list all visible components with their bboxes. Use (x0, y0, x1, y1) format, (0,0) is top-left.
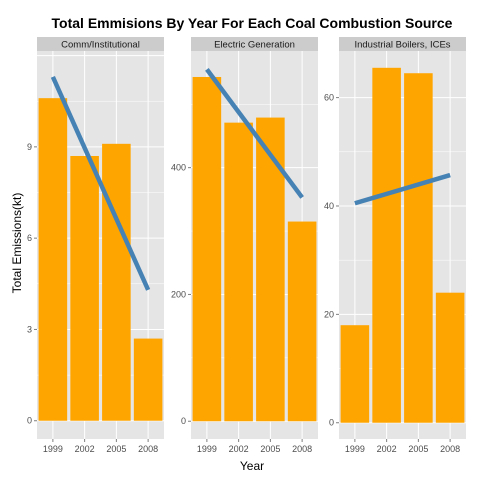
y-tick-label: 40 (324, 201, 334, 211)
x-tick-label: 2005 (106, 444, 126, 454)
y-tick-label: 0 (329, 418, 334, 428)
bar (192, 76, 222, 422)
trend-line (50, 75, 151, 291)
x-tick-label: 2002 (229, 444, 249, 454)
y-tick-label: 3 (27, 324, 32, 334)
y-axis-title: Total Emissions(kt) (10, 193, 24, 294)
x-tick-label: 2008 (292, 444, 312, 454)
y-tick-label: 200 (171, 289, 186, 299)
y-tick-label: 400 (171, 163, 186, 173)
bar (224, 122, 253, 422)
chart-title: Total Emmisions By Year For Each Coal Co… (52, 15, 453, 31)
facet-strip (339, 37, 466, 51)
y-tick-label: 0 (27, 416, 32, 426)
x-tick-label: 2008 (138, 444, 158, 454)
bar (404, 73, 433, 423)
facet-strip (191, 37, 318, 51)
facet-strip-label: Electric Generation (214, 40, 295, 51)
facet-strip (37, 37, 164, 51)
bar (372, 67, 401, 423)
facet-panel: Electric Generation 0 200 400 1999 2002 2005 20… (171, 37, 318, 454)
bar (70, 155, 99, 421)
bar (435, 292, 465, 423)
x-tick-label: 2005 (260, 444, 280, 454)
trend-line (354, 172, 451, 206)
bar (340, 325, 370, 423)
x-axis-title: Year (240, 459, 264, 473)
bar (256, 117, 285, 422)
x-tick-label: 2002 (377, 444, 397, 454)
x-tick-label: 1999 (43, 444, 63, 454)
trend-line (205, 68, 304, 199)
x-tick-label: 2005 (408, 444, 428, 454)
bar (38, 98, 68, 421)
y-tick-label: 60 (324, 93, 334, 103)
x-tick-label: 1999 (345, 444, 365, 454)
x-tick-label: 1999 (197, 444, 217, 454)
x-tick-label: 2008 (440, 444, 460, 454)
bar (102, 143, 131, 421)
bar (133, 338, 163, 421)
facet-strip-label: Industrial Boilers, ICEs (354, 40, 450, 51)
facet-panel: Industrial Boilers, ICEs 0 20 40 60 1999 2002 2… (324, 37, 466, 454)
y-tick-label: 0 (181, 416, 186, 426)
y-tick-label: 6 (27, 233, 32, 243)
y-tick-label: 9 (27, 142, 32, 152)
y-tick-label: 20 (324, 309, 334, 319)
facet-panel: Comm/Institutional 0 3 6 9 1999 2002 2005 2008 (27, 37, 164, 454)
x-tick-label: 2002 (75, 444, 95, 454)
bar (287, 221, 317, 422)
facet-strip-label: Comm/Institutional (61, 40, 140, 51)
